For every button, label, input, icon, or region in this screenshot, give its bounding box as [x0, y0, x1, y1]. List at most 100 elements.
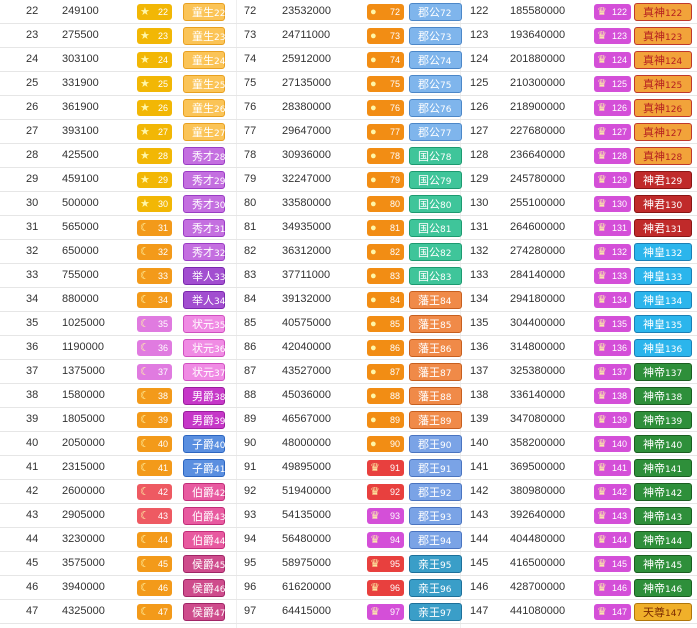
level-badge: ★ 29 [137, 172, 172, 188]
crown-icon: ♛ [597, 54, 607, 66]
experience-value: 459100 [62, 173, 99, 185]
level-badge: ♛ 140 [594, 436, 631, 452]
rank-title-badge: 神皇136 [634, 339, 692, 357]
level-badge: ● 86 [367, 340, 404, 356]
rank-title-text: 秀才 [192, 174, 214, 187]
rank-title-badge: 国公83 [409, 267, 462, 285]
level-badge: ☾ 36 [137, 340, 172, 356]
rank-title-badge: 子爵41 [183, 459, 225, 477]
moon-icon: ☾ [140, 294, 150, 306]
rank-title-text: 真神 [643, 54, 665, 67]
badge-level-number: 94 [389, 535, 400, 545]
experience-value: 193640000 [510, 29, 566, 41]
level-number: 26 [26, 101, 39, 113]
rank-title-number: 89 [440, 417, 452, 427]
crown-icon: ♛ [597, 366, 607, 378]
experience-value: 54135000 [282, 509, 331, 521]
rank-title-badge: 郡公72 [409, 3, 462, 21]
table-row: 46 3940000 ☾ 46 侯爵46 96 61620000 ♛ 96 亲王96 146 4287… [0, 576, 697, 600]
experience-value: 249100 [62, 5, 99, 17]
level-badge: ♛ 139 [594, 412, 631, 428]
sun-icon: ● [370, 438, 377, 450]
rank-title-text: 藩王 [418, 390, 440, 403]
rank-title-number: 26 [214, 105, 226, 115]
rank-title-badge: 神帝141 [634, 459, 692, 477]
rank-title-number: 76 [440, 105, 452, 115]
rank-title-text: 真神 [643, 78, 665, 91]
rank-title-number: 124 [665, 57, 683, 67]
level-badge: ● 79 [367, 172, 404, 188]
moon-icon: ☾ [140, 438, 150, 450]
rank-title-number: 127 [665, 129, 683, 139]
rank-title-badge: 举人33 [183, 267, 225, 285]
level-badge: ♛ 123 [594, 28, 631, 44]
crown-icon: ♛ [597, 246, 607, 258]
crown-icon: ♛ [370, 606, 380, 618]
rank-title-number: 93 [440, 513, 452, 523]
rank-title-number: 135 [665, 321, 683, 331]
badge-level-number: 145 [611, 559, 627, 569]
experience-value: 33580000 [282, 197, 331, 209]
rank-title-badge: 郡公77 [409, 123, 462, 141]
rank-title-badge: 侯爵46 [183, 579, 225, 597]
experience-value: 34935000 [282, 221, 331, 233]
experience-value: 61620000 [282, 581, 331, 593]
badge-level-number: 30 [157, 199, 168, 209]
level-number: 81 [244, 221, 257, 233]
rank-title-badge: 神帝140 [634, 435, 692, 453]
rank-title-text: 神帝 [643, 366, 665, 379]
rank-title-badge: 神皇132 [634, 243, 692, 261]
badge-level-number: 23 [157, 31, 168, 41]
level-number: 40 [26, 437, 39, 449]
experience-value: 2315000 [62, 461, 105, 473]
level-number: 123 [470, 29, 489, 41]
rank-title-number: 27 [214, 129, 226, 139]
level-number: 83 [244, 269, 257, 281]
level-number: 27 [26, 125, 39, 137]
level-number: 94 [244, 533, 257, 545]
table-row: 36 1190000 ☾ 36 状元36 86 42040000 ● 86 藩王86 136 3148… [0, 336, 697, 360]
rank-title-text: 藩王 [418, 366, 440, 379]
level-number: 129 [470, 173, 489, 185]
rank-title-text: 郡王 [418, 534, 440, 547]
level-badge: ★ 30 [137, 196, 172, 212]
rank-title-badge: 秀才30 [183, 195, 225, 213]
rank-title-number: 123 [665, 33, 683, 43]
rank-title-number: 46 [214, 585, 226, 595]
table-row: 42 2600000 ☾ 42 伯爵42 92 51940000 ♛ 92 郡王92 142 3809… [0, 480, 697, 504]
level-badge: ● 77 [367, 124, 404, 140]
rank-title-number: 36 [214, 345, 226, 355]
experience-value: 218900000 [510, 101, 566, 113]
experience-value: 264600000 [510, 221, 566, 233]
rank-title-number: 23 [214, 33, 226, 43]
level-badge: ♛ 128 [594, 148, 631, 164]
rank-title-number: 34 [214, 297, 226, 307]
rank-title-text: 神帝 [643, 414, 665, 427]
rank-title-badge: 国公82 [409, 243, 462, 261]
badge-level-number: 127 [611, 127, 627, 137]
rank-title-text: 亲王 [418, 606, 440, 619]
crown-icon: ♛ [597, 462, 607, 474]
rank-title-number: 138 [665, 393, 683, 403]
rank-title-number: 129 [665, 177, 683, 187]
rank-title-badge: 神君129 [634, 171, 692, 189]
badge-level-number: 38 [157, 391, 168, 401]
experience-value: 428700000 [510, 581, 566, 593]
rank-title-text: 神皇 [643, 342, 665, 355]
rank-title-badge: 神帝145 [634, 555, 692, 573]
badge-level-number: 137 [611, 367, 627, 377]
experience-value: 46567000 [282, 413, 331, 425]
experience-value: 43527000 [282, 365, 331, 377]
rank-title-badge: 真神123 [634, 27, 692, 45]
level-number: 135 [470, 317, 489, 329]
experience-value: 565000 [62, 221, 99, 233]
rank-title-number: 75 [440, 81, 452, 91]
level-badge: ♛ 122 [594, 4, 631, 20]
badge-level-number: 125 [611, 79, 627, 89]
rank-title-text: 状元 [192, 366, 214, 379]
experience-value: 1580000 [62, 389, 105, 401]
rank-title-number: 137 [665, 369, 683, 379]
experience-value: 274280000 [510, 245, 566, 257]
rank-title-text: 亲王 [418, 558, 440, 571]
experience-value: 45036000 [282, 389, 331, 401]
